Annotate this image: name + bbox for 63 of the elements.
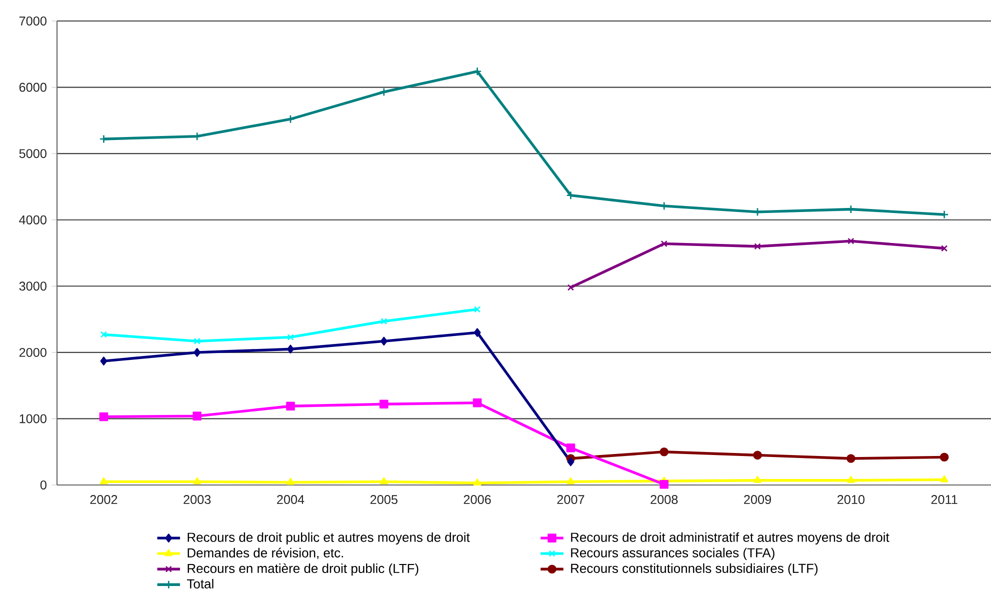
point xyxy=(287,344,294,354)
x-tick-label: 2002 xyxy=(90,495,118,504)
y-tick-label: 5000 xyxy=(19,149,46,158)
legend-label: Recours constitutionnels subsidiaires (LTF) xyxy=(571,563,818,576)
legend-label: Demandes de révision, etc. xyxy=(188,548,343,560)
x-tick-label: 2004 xyxy=(277,495,304,504)
y-tick-label: 0 xyxy=(40,480,46,490)
point xyxy=(100,331,108,338)
point xyxy=(660,480,669,489)
point xyxy=(474,328,481,337)
point xyxy=(754,476,762,483)
point xyxy=(847,476,855,483)
point xyxy=(567,284,574,291)
point xyxy=(472,398,482,408)
point xyxy=(287,334,294,340)
x-tick-label: 2005 xyxy=(370,495,398,504)
point xyxy=(753,450,762,460)
point xyxy=(99,412,108,422)
point xyxy=(192,412,202,420)
point xyxy=(100,477,108,484)
x-tick-label: 2010 xyxy=(837,495,864,504)
point xyxy=(286,478,294,485)
point xyxy=(194,338,200,344)
x-tick-label: 2007 xyxy=(557,495,584,504)
point xyxy=(660,447,669,456)
x-tick-label: 2009 xyxy=(744,495,771,504)
point xyxy=(754,243,761,250)
point xyxy=(194,348,201,357)
y-tick-label: 7000 xyxy=(19,16,46,26)
point xyxy=(472,66,482,76)
point xyxy=(566,477,575,484)
point xyxy=(380,336,388,346)
point xyxy=(566,443,576,452)
point xyxy=(380,400,388,409)
point xyxy=(567,457,574,466)
point xyxy=(660,240,668,248)
point xyxy=(474,306,481,313)
point xyxy=(941,245,948,252)
point xyxy=(848,238,854,244)
point xyxy=(940,475,948,482)
point xyxy=(380,88,388,96)
y-tick-label: 2000 xyxy=(19,348,46,357)
point xyxy=(846,454,856,463)
legend-label: Recours de droit public et autres moyens de droit xyxy=(188,532,470,544)
legend-label: Total xyxy=(186,578,214,588)
x-tick-label: 2011 xyxy=(931,495,958,504)
point xyxy=(380,318,388,325)
y-tick-label: 1000 xyxy=(20,414,46,424)
legend-label: Recours en matière de droit public (LTF) xyxy=(188,563,418,576)
point xyxy=(100,356,108,366)
y-tick-label: 3000 xyxy=(19,282,46,291)
point xyxy=(286,402,295,411)
legend-label: Recours assurances sociales (TFA) xyxy=(571,548,774,560)
point xyxy=(473,478,482,486)
x-tick-label: 2008 xyxy=(650,495,678,504)
point xyxy=(940,452,949,462)
x-tick-label: 2003 xyxy=(184,495,211,504)
y-tick-label: 4000 xyxy=(19,215,46,224)
y-tick-label: 6000 xyxy=(19,82,46,92)
point xyxy=(193,477,202,484)
x-tick-label: 2006 xyxy=(464,495,491,504)
point xyxy=(380,477,388,484)
legend-label: Recours de droit administratif et autres moyens de droit xyxy=(571,532,890,544)
